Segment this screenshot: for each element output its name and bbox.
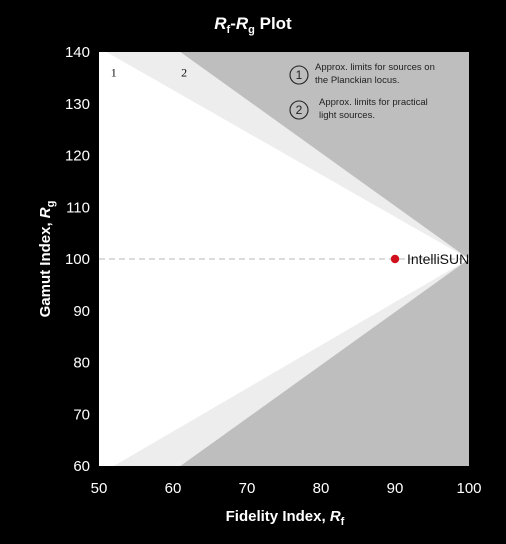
x-tick-90: 90 — [387, 480, 404, 497]
y-tick-110: 110 — [66, 199, 90, 216]
xlabel-main: Fidelity Index, — [226, 508, 330, 525]
y-tick-140: 140 — [65, 44, 90, 61]
y-tick-labels: 60 70 80 90 100 110 120 130 140 — [65, 44, 90, 475]
ylabel-sub: g — [45, 201, 57, 208]
y-tick-60: 60 — [73, 458, 90, 475]
legend-marker-1 — [289, 65, 309, 85]
title-sub1: f — [227, 24, 231, 36]
region-label-2: 2 — [181, 66, 187, 80]
x-axis-label: Fidelity Index, Rf — [226, 508, 345, 528]
y-tick-90: 90 — [73, 303, 90, 320]
ylabel-main: Gamut Index, — [37, 218, 54, 317]
legend-text-1-0: Approx. limits for sources on — [315, 62, 435, 73]
xlabel-var: R — [330, 508, 341, 525]
title-rest: Plot — [255, 14, 292, 33]
legend-number-1: 1 — [296, 68, 303, 82]
title-r1: R — [214, 14, 227, 33]
x-tick-labels: 50 60 70 80 90 100 — [91, 480, 482, 497]
y-tick-100: 100 — [65, 251, 90, 268]
legend-marker-2 — [289, 100, 309, 120]
xlabel-sub: f — [341, 516, 345, 528]
region-label-1: 1 — [111, 66, 117, 80]
y-tick-70: 70 — [73, 406, 90, 423]
y-tick-120: 120 — [65, 148, 90, 165]
x-tick-60: 60 — [165, 480, 182, 497]
data-points: IntelliSUN — [390, 251, 469, 267]
legend: 1 Approx. limits for sources on the Planck… — [289, 62, 435, 121]
legend-number-2: 2 — [296, 103, 303, 117]
title-r2: R — [236, 14, 249, 33]
x-tick-70: 70 — [239, 480, 256, 497]
title-sub2: g — [248, 24, 255, 36]
data-point-0 — [390, 254, 400, 264]
x-tick-50: 50 — [91, 480, 108, 497]
data-point-label-0: IntelliSUN — [407, 251, 469, 267]
x-tick-80: 80 — [313, 480, 330, 497]
legend-text-2-1: light sources. — [319, 110, 375, 121]
y-tick-80: 80 — [73, 355, 90, 372]
legend-text-1-1: the Planckian locus. — [315, 75, 400, 86]
title-dash: - — [230, 14, 236, 33]
ylabel-var: R — [37, 207, 54, 218]
y-tick-130: 130 — [65, 96, 90, 113]
legend-text-2-0: Approx. limits for practical — [319, 97, 428, 108]
chart-title: Rf-Rg Plot — [214, 14, 292, 36]
y-axis-label: Gamut Index, Rg — [37, 201, 57, 318]
x-tick-100: 100 — [456, 480, 481, 497]
